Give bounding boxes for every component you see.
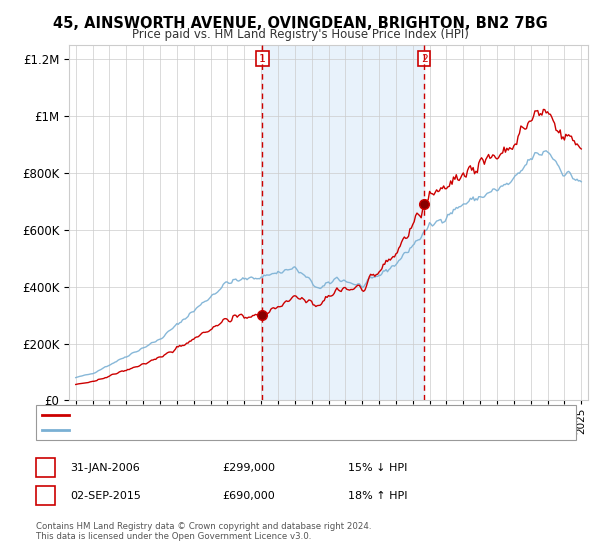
Text: HPI: Average price, detached house, Brighton and Hove: HPI: Average price, detached house, Brig… — [74, 425, 346, 435]
Text: £299,000: £299,000 — [222, 463, 275, 473]
Text: 02-SEP-2015: 02-SEP-2015 — [70, 491, 141, 501]
Text: £690,000: £690,000 — [222, 491, 275, 501]
Text: 18% ↑ HPI: 18% ↑ HPI — [348, 491, 407, 501]
Text: Contains HM Land Registry data © Crown copyright and database right 2024.
This d: Contains HM Land Registry data © Crown c… — [36, 522, 371, 542]
Text: 1: 1 — [259, 54, 266, 64]
Text: 15% ↓ HPI: 15% ↓ HPI — [348, 463, 407, 473]
Text: 45, AINSWORTH AVENUE, OVINGDEAN, BRIGHTON, BN2 7BG (detached house): 45, AINSWORTH AVENUE, OVINGDEAN, BRIGHTO… — [74, 409, 458, 419]
Text: 2: 2 — [41, 489, 50, 502]
Text: Price paid vs. HM Land Registry's House Price Index (HPI): Price paid vs. HM Land Registry's House … — [131, 28, 469, 41]
Text: 1: 1 — [41, 461, 50, 474]
Text: 31-JAN-2006: 31-JAN-2006 — [70, 463, 140, 473]
Bar — [262, 45, 424, 400]
Text: 2: 2 — [421, 54, 427, 64]
Text: 45, AINSWORTH AVENUE, OVINGDEAN, BRIGHTON, BN2 7BG: 45, AINSWORTH AVENUE, OVINGDEAN, BRIGHTO… — [53, 16, 547, 31]
